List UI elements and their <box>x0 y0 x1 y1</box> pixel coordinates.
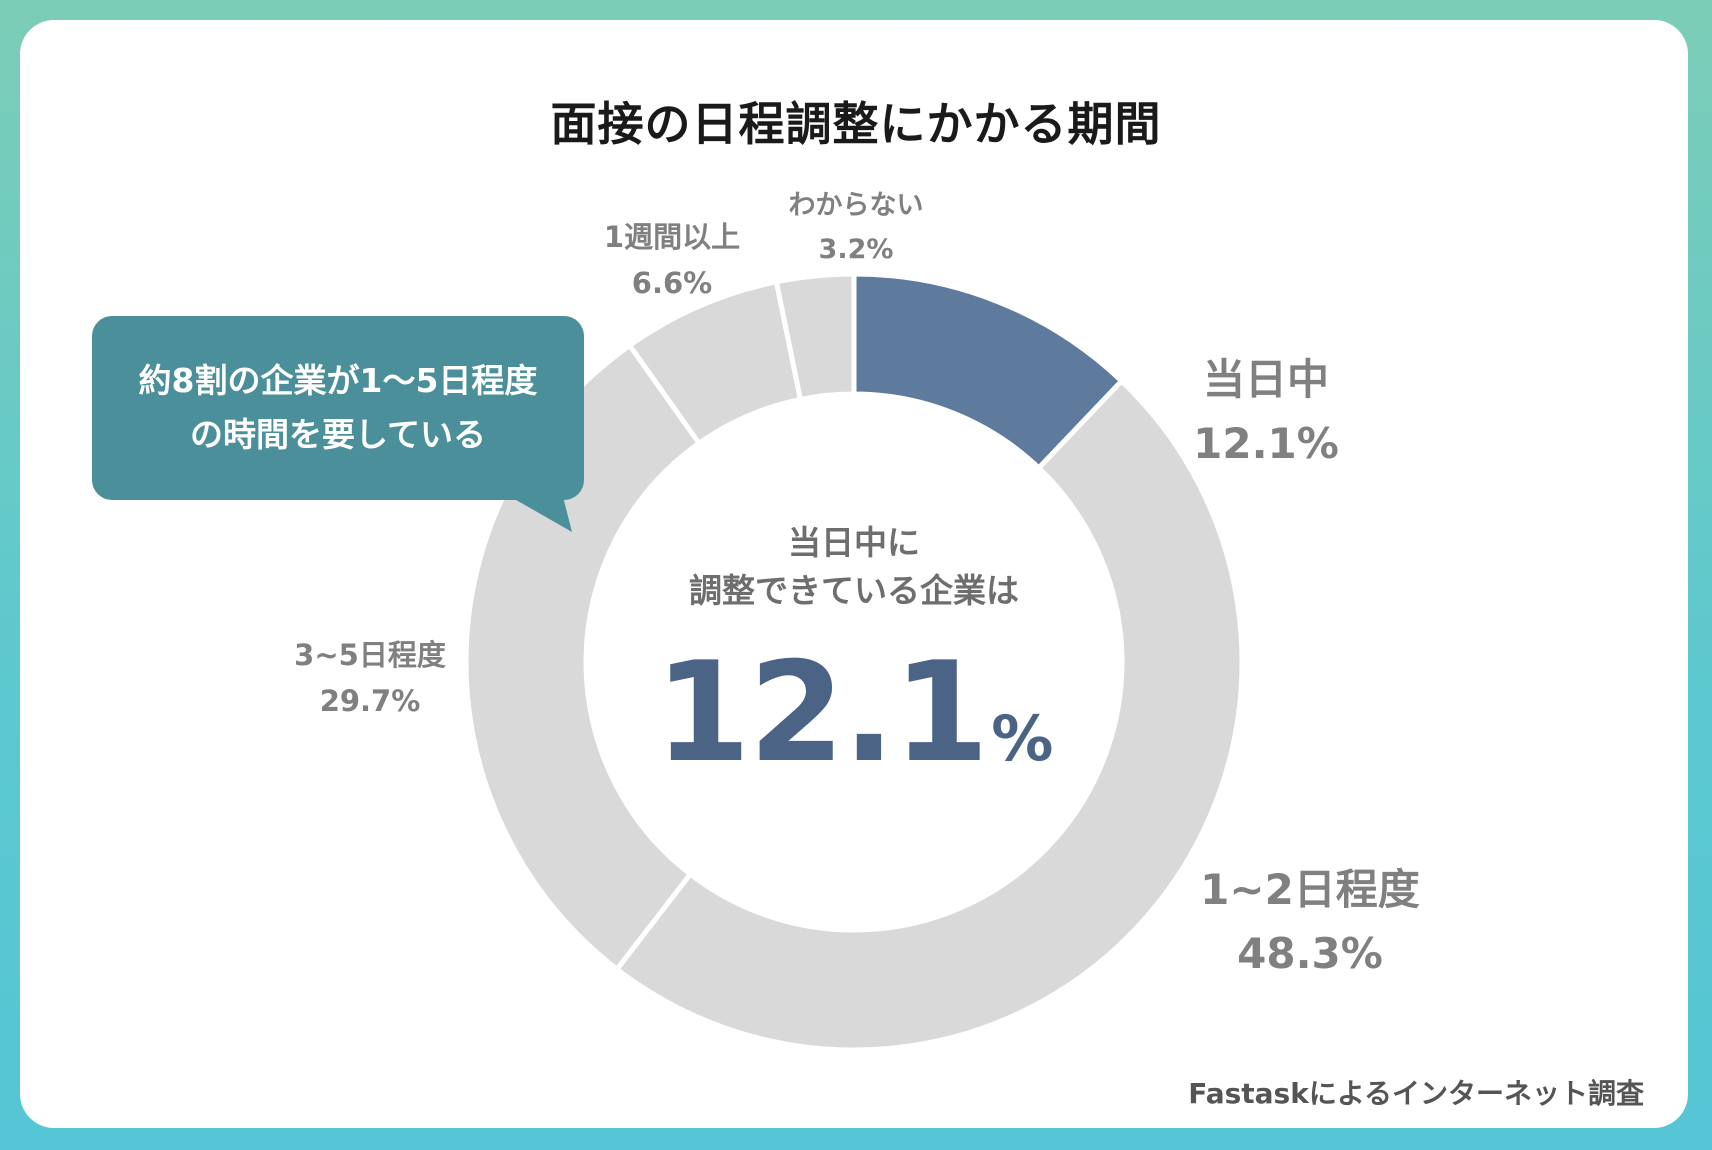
slice-value: 29.7% <box>319 684 421 718</box>
center-value-unit: % <box>991 702 1054 775</box>
center-label-line-1: 当日中に <box>788 523 920 562</box>
slice-value: 12.1% <box>1193 419 1339 468</box>
slice-category: 1週間以上 <box>603 220 741 254</box>
source-note: Fastaskによるインターネット調査 <box>1188 1077 1644 1110</box>
slice-label-3-5-days: 3~5日程度 29.7% <box>270 632 470 724</box>
slice-label-unknown: わからない 3.2% <box>756 184 956 272</box>
slice-1-2-days <box>613 377 1245 1053</box>
slice-unknown <box>773 271 857 403</box>
slice-category: わからない <box>788 190 924 221</box>
callout-line-1: 約8割の企業が1〜5日程度 <box>138 361 538 400</box>
center-value-number: 12.1 <box>654 632 989 793</box>
slice-label-1-week-plus: 1週間以上 6.6% <box>572 214 772 306</box>
slice-value: 3.2% <box>818 234 894 265</box>
slice-value: 48.3% <box>1237 929 1383 978</box>
center-value: 12.1% <box>586 632 1122 793</box>
callout-box: 約8割の企業が1〜5日程度 の時間を要している <box>92 316 584 500</box>
chart-title: 面接の日程調整にかかる期間 <box>550 97 1162 151</box>
slice-value: 6.6% <box>631 266 713 300</box>
callout-line-2: の時間を要している <box>189 415 486 454</box>
slice-label-1-2-days: 1~2日程度 48.3% <box>1180 858 1440 986</box>
center-label-line-2: 調整できている企業は <box>689 571 1019 610</box>
slice-category: 1~2日程度 <box>1200 865 1420 914</box>
slice-category: 3~5日程度 <box>294 638 446 672</box>
slice-label-same-day: 当日中 12.1% <box>1166 348 1366 476</box>
slice-category: 当日中 <box>1202 355 1329 404</box>
